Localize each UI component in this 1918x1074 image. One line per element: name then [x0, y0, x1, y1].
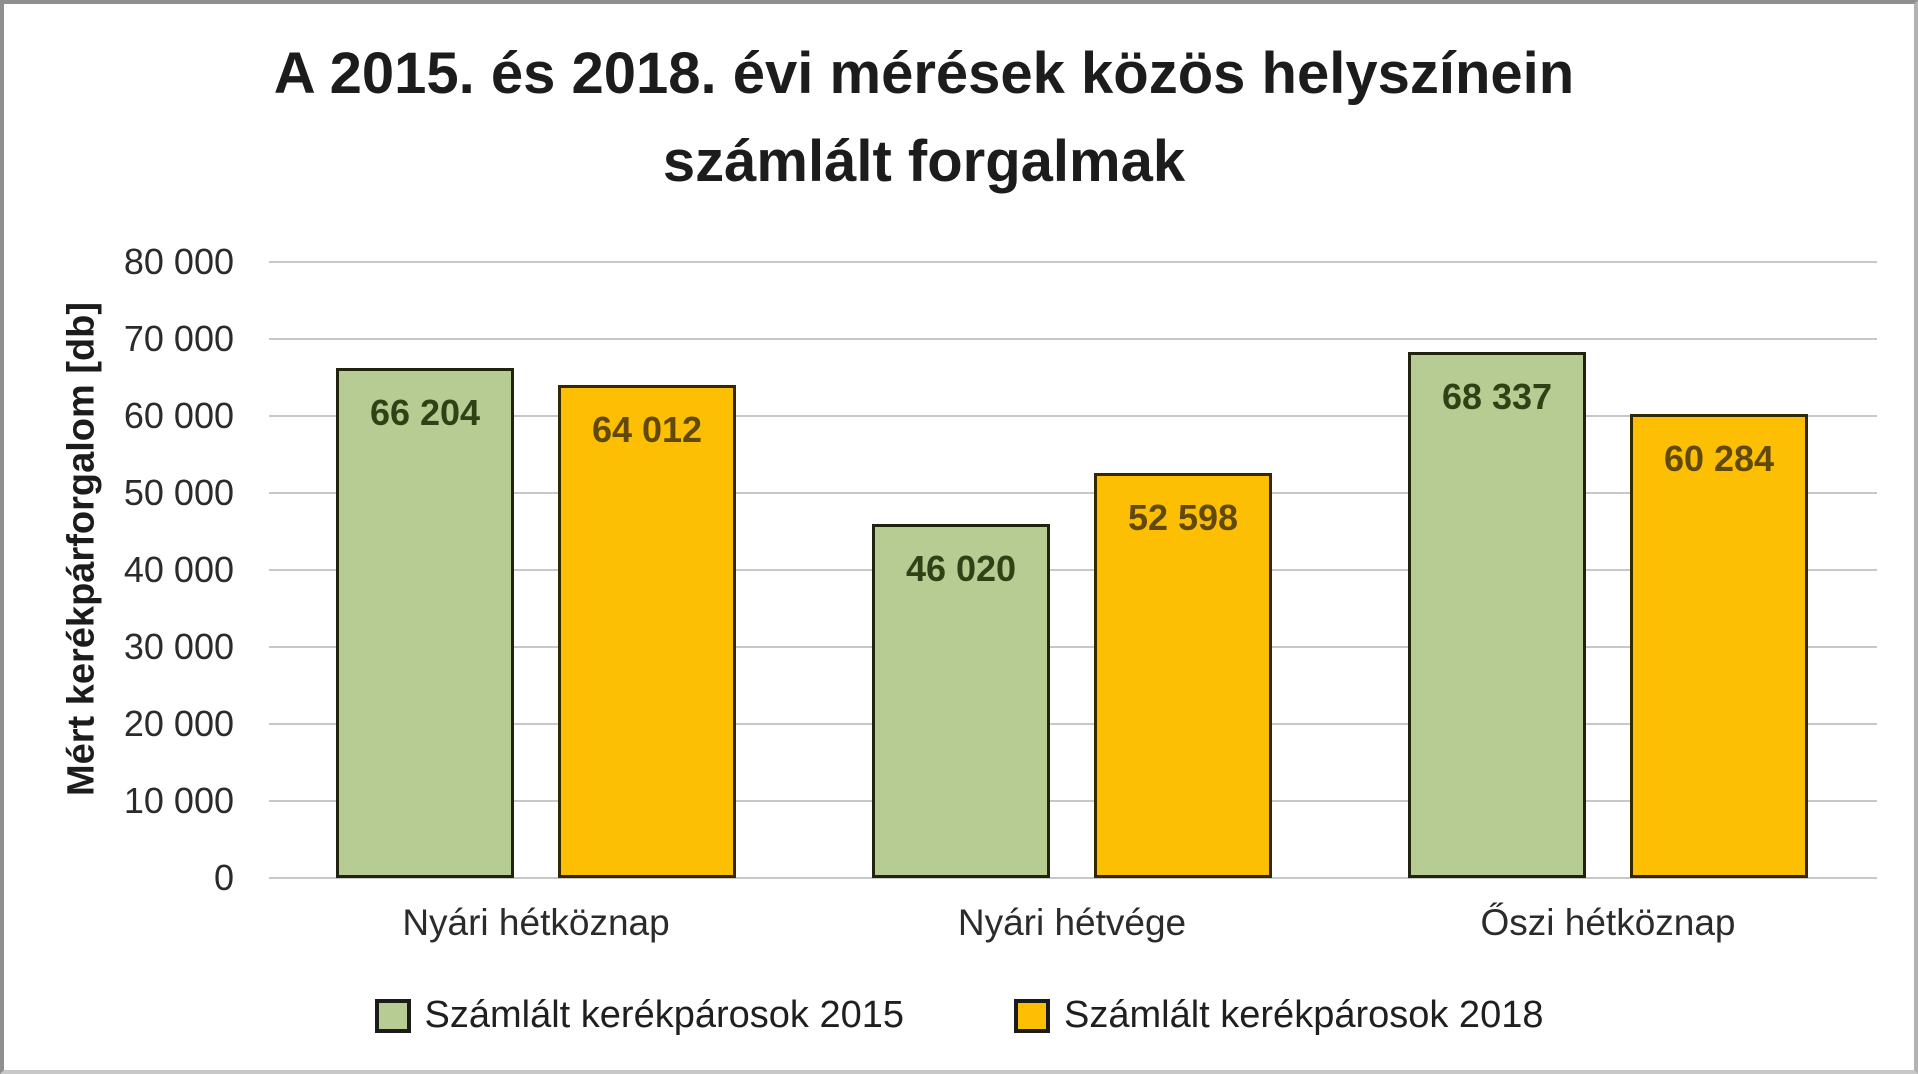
x-category-label: Nyári hétvége	[957, 902, 1187, 943]
bar	[336, 368, 514, 878]
bar	[558, 385, 736, 878]
legend: Számlált kerékpárosok 2015 Számlált kerék…	[4, 994, 1914, 1037]
y-tick-label: 50 000	[123, 472, 234, 513]
y-tick-label: 0	[213, 857, 234, 898]
bar	[1094, 473, 1272, 878]
gridline	[269, 261, 1877, 263]
chart-title-line-1: A 2015. és 2018. évi mérések közös helys…	[273, 41, 1575, 106]
plot-area: 66 204 64 012 46 020 52 598 68 337 60 284	[269, 261, 1877, 879]
chart-title-line-2: számlált forgalmak	[662, 129, 1186, 195]
y-tick-label: 70 000	[123, 318, 234, 359]
x-category-label: Őszi hétköznap	[1480, 902, 1736, 943]
bar-value-label: 66 204	[369, 392, 481, 434]
y-tick-label: 40 000	[123, 549, 234, 590]
bar	[1630, 413, 1808, 878]
y-tick-label: 10 000	[123, 780, 234, 821]
legend-item: Számlált kerékpárosok 2018	[1014, 994, 1543, 1037]
bar	[872, 523, 1050, 878]
bar-value-label: 60 284	[1663, 437, 1775, 479]
gridline	[269, 723, 1877, 725]
y-tick-label: 80 000	[123, 241, 234, 282]
y-tick-label: 20 000	[123, 703, 234, 744]
bar-value-label: 68 337	[1441, 375, 1553, 417]
bar-value-label: 46 020	[905, 547, 1017, 589]
gridline	[269, 800, 1877, 802]
legend-label: Számlált kerékpárosok 2018	[1064, 994, 1544, 1036]
gridline	[269, 877, 1877, 879]
x-category-label: Nyári hétköznap	[402, 902, 670, 943]
bar-value-label: 64 012	[591, 409, 703, 451]
legend-label: Számlált kerékpárosok 2015	[424, 994, 904, 1036]
chart-title: A 2015. és 2018. évi mérések közös helys…	[64, 30, 1784, 206]
y-tick-label: 60 000	[123, 395, 234, 436]
legend-item: Számlált kerékpárosok 2015	[374, 994, 904, 1037]
gridline	[269, 415, 1877, 417]
gridline	[269, 338, 1877, 340]
gridline	[269, 646, 1877, 648]
gridline	[269, 492, 1877, 494]
legend-swatch	[1014, 998, 1050, 1033]
y-tick-label: 30 000	[123, 626, 234, 667]
bar-value-label: 52 598	[1127, 496, 1239, 538]
legend-swatch	[374, 998, 411, 1033]
gridline	[269, 569, 1877, 571]
bar	[1408, 351, 1586, 878]
